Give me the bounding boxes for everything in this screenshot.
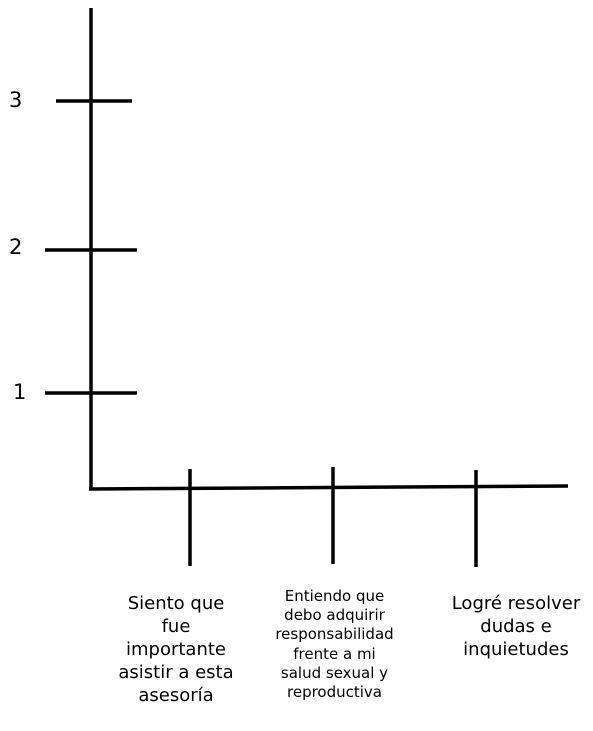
x-tick-marks bbox=[188, 467, 478, 567]
category-label-2: Entiendo que debo adquirir responsabilid… bbox=[275, 587, 394, 701]
y-tick-marks bbox=[45, 99, 137, 395]
category-label-3: Logré resolver dudas e inquietudes bbox=[451, 593, 581, 661]
y-tick-label-2: 2 bbox=[9, 235, 23, 259]
y-tick-label-1: 1 bbox=[13, 380, 27, 404]
x-axis bbox=[88, 484, 569, 491]
category-label-1: Siento que fue importante asistir a esta… bbox=[118, 593, 234, 707]
y-tick-label-3: 3 bbox=[9, 88, 23, 112]
